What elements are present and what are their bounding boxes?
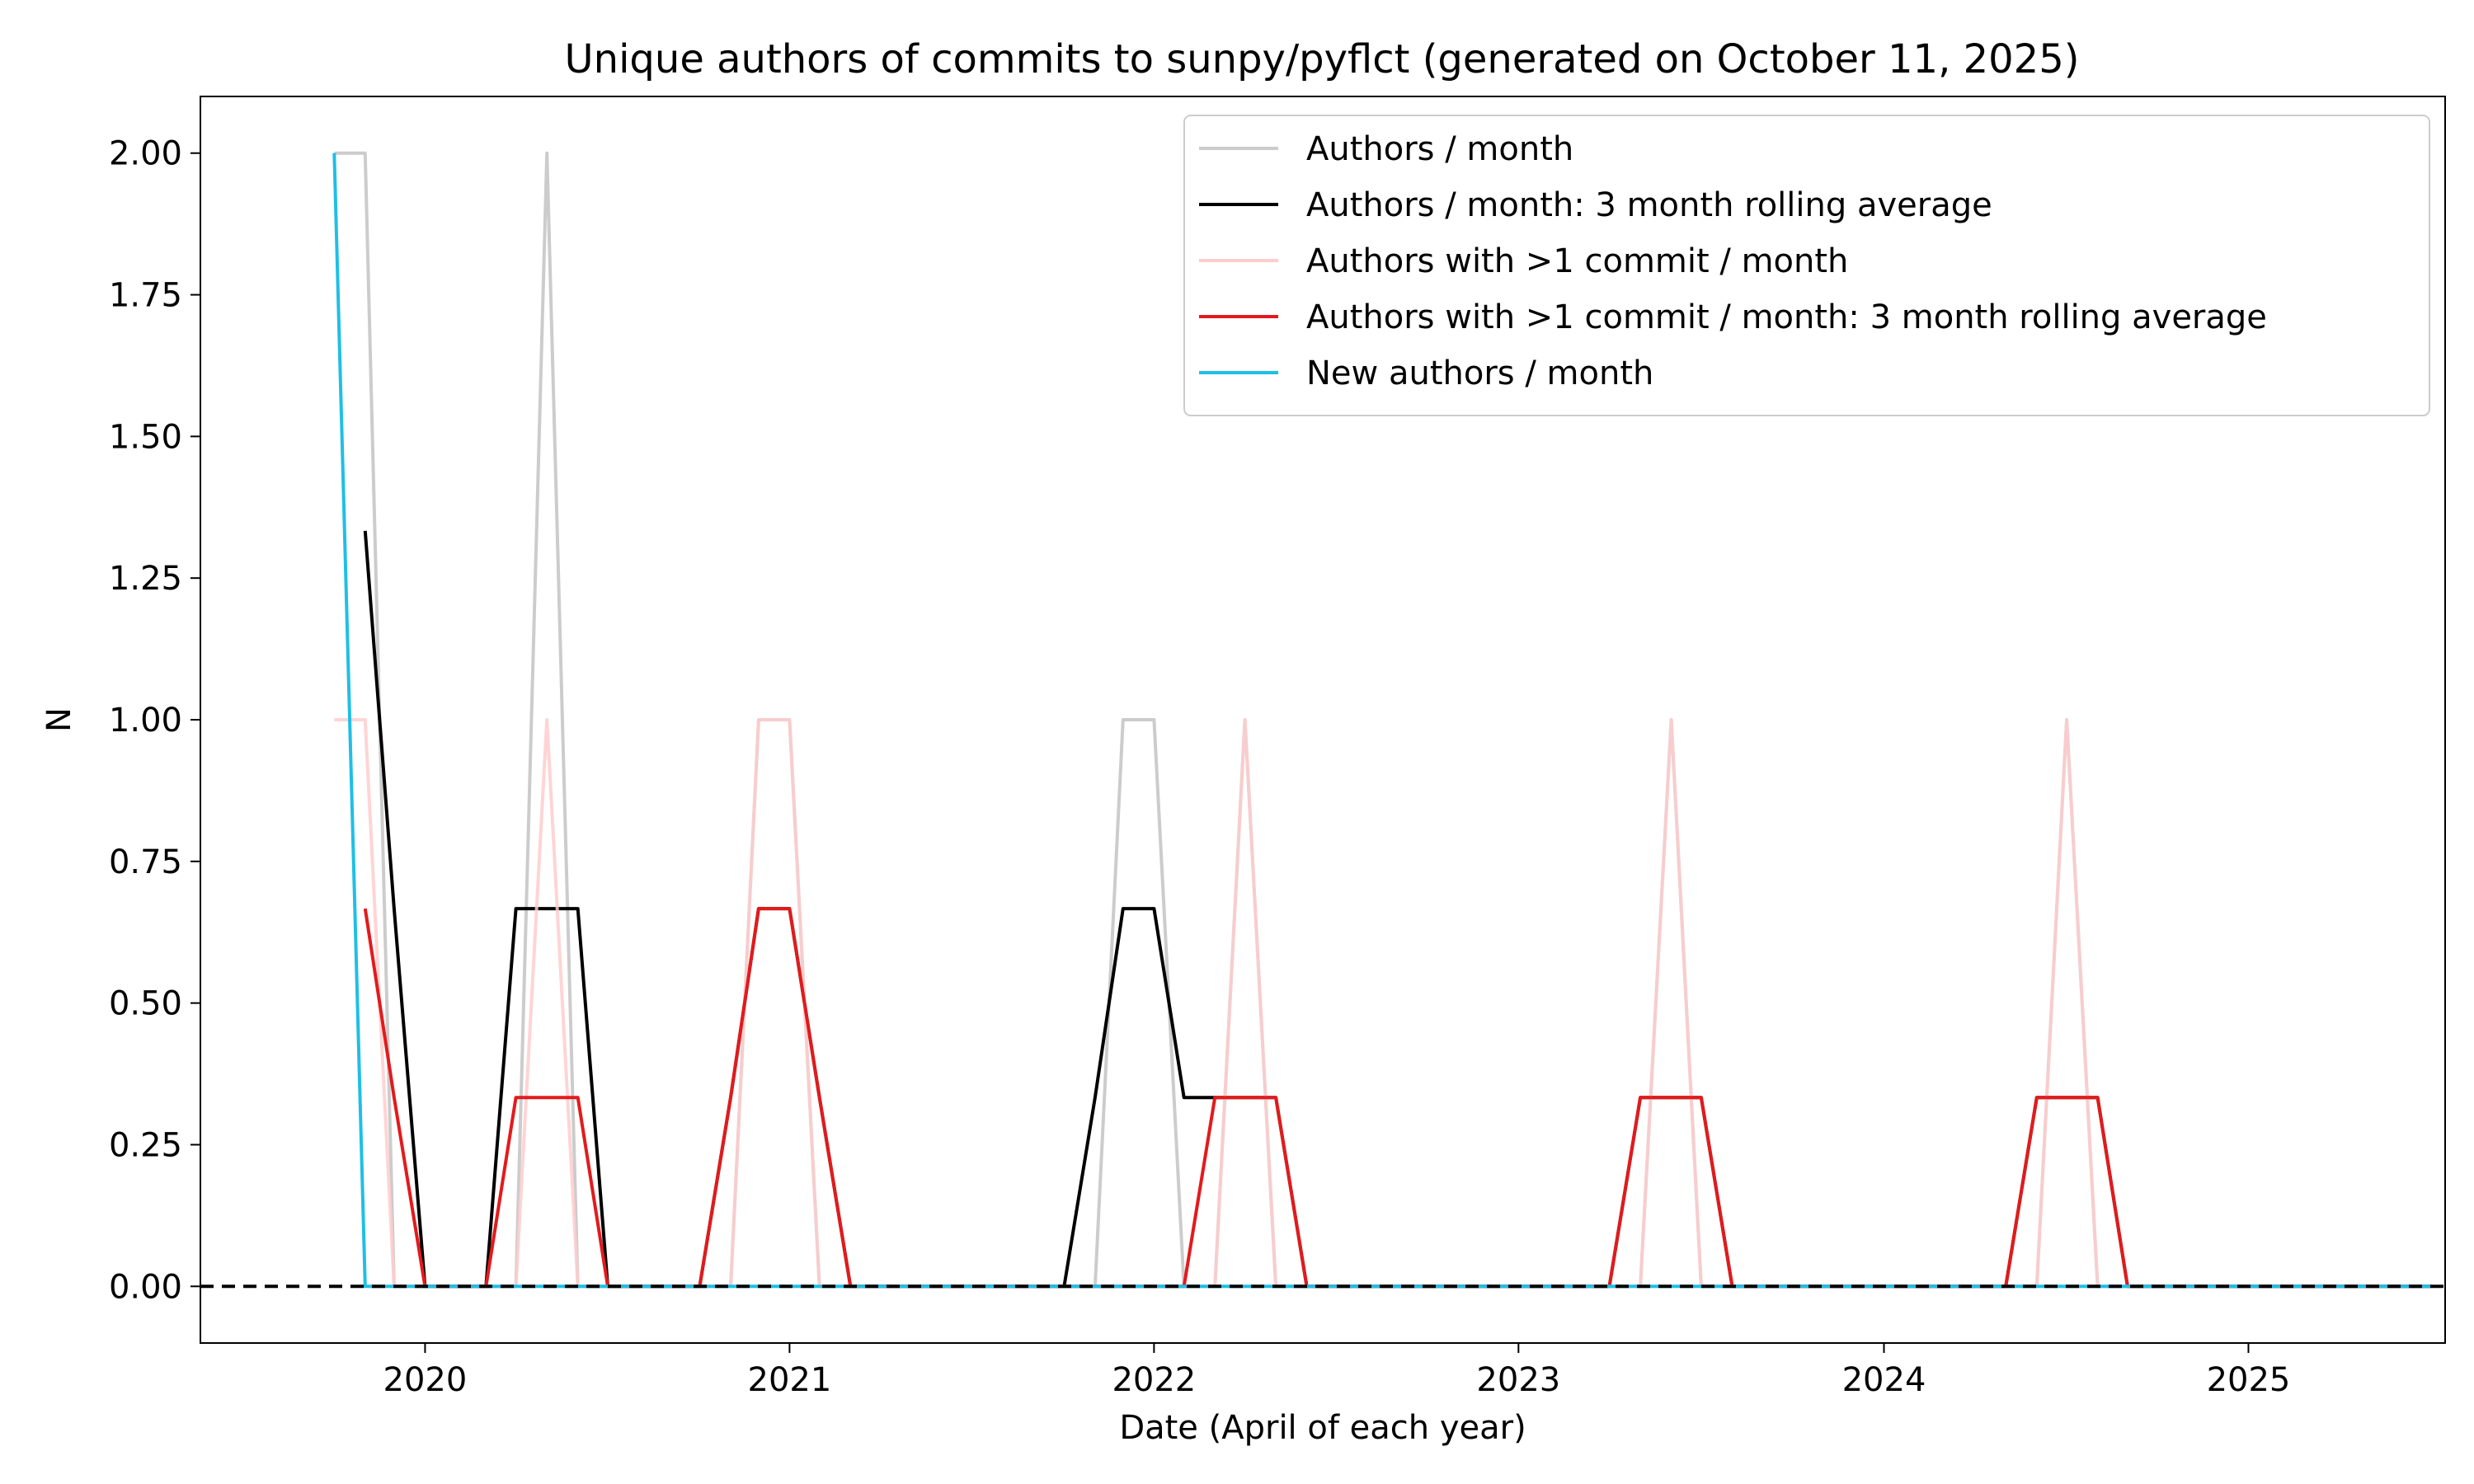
y-tick-label: 0.00 xyxy=(109,1268,182,1306)
y-tick-label: 1.00 xyxy=(109,702,182,740)
x-tick-label: 2023 xyxy=(1476,1361,1560,1399)
x-tick-label: 2022 xyxy=(1112,1361,1196,1399)
legend-label: Authors / month xyxy=(1306,130,1573,168)
legend-label: Authors with >1 commit / month xyxy=(1306,242,1848,280)
y-tick-label: 0.50 xyxy=(109,985,182,1023)
y-tick-label: 0.25 xyxy=(109,1126,182,1164)
x-tick-label: 2024 xyxy=(1842,1361,1926,1399)
y-tick-label: 0.75 xyxy=(109,843,182,881)
y-tick-label: 2.00 xyxy=(109,135,182,173)
x-tick-label: 2020 xyxy=(383,1361,468,1399)
x-axis-label: Date (April of each year) xyxy=(1119,1409,1526,1447)
y-axis: 0.00 0.25 0.50 0.75 1.00 1.25 1.50 1.75 2.00 xyxy=(109,135,200,1306)
y-axis-label: N xyxy=(40,707,78,732)
legend-label: Authors with >1 commit / month: 3 month … xyxy=(1306,298,2267,336)
x-axis: 2020 2021 2022 2023 2024 2025 xyxy=(383,1343,2291,1399)
y-tick-label: 1.25 xyxy=(109,560,182,598)
plot-area xyxy=(200,151,2445,1289)
legend: Authors / month Authors / month: 3 month … xyxy=(1183,115,2430,416)
y-tick-label: 1.75 xyxy=(109,277,182,315)
y-tick-label: 1.50 xyxy=(109,418,182,456)
chart-title: Unique authors of commits to sunpy/pyflc… xyxy=(565,36,2080,82)
x-tick-label: 2021 xyxy=(748,1361,832,1399)
x-tick-label: 2025 xyxy=(2207,1361,2291,1399)
legend-label: New authors / month xyxy=(1306,355,1653,392)
legend-box xyxy=(1183,115,2430,416)
legend-label: Authors / month: 3 month rolling average xyxy=(1306,186,1992,224)
